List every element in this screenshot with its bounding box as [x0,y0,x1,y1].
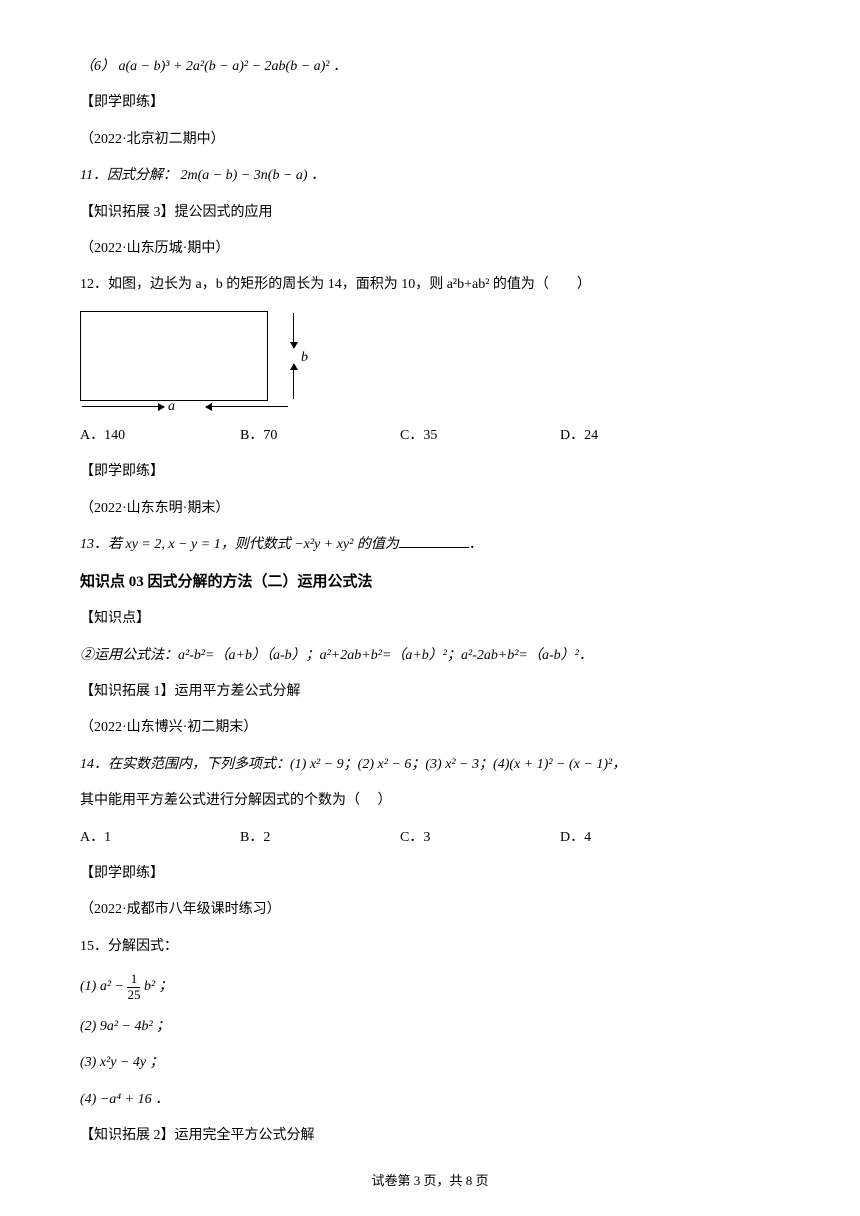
q14-option-c: C．3 [400,827,560,849]
q15-part4: (4) −a⁴ + 16 ． [80,1089,780,1111]
heading-knowledge: 【知识点】 [80,608,780,630]
q12-source: （2022·山东历城·期中） [80,238,780,260]
q11-source: （2022·北京初二期中） [80,129,780,151]
q12-options: A．140 B．70 C．35 D．24 [80,425,780,447]
heading-practice: 【即学即练】 [80,92,780,114]
figure-label-a: a [168,396,175,418]
q14-text-pre: 14．在实数范围内，下列多项式：(1) x² − 9；(2) x² − 6；(3… [80,754,780,776]
q12-option-d: D．24 [560,425,720,447]
q14-option-b: B．2 [240,827,400,849]
figure-label-b: b [301,347,308,369]
q14-text-post: 其中能用平方差公式进行分解因式的个数为（ ） [80,790,780,812]
heading-ext2: 【知识拓展 2】运用完全平方公式分解 [80,1125,780,1147]
q13-source: （2022·山东东明·期末） [80,498,780,520]
q12-option-b: B．70 [240,425,400,447]
fill-blank [399,534,469,548]
page-footer: 试卷第 3 页，共 8 页 [80,1171,780,1192]
knowledge-point-03: 知识点 03 因式分解的方法（二）运用公式法 [80,570,780,594]
q15-part3: (3) x²y − 4y ； [80,1052,780,1074]
q14-option-a: A．1 [80,827,240,849]
q15-part2: (2) 9a² − 4b² ； [80,1016,780,1038]
q15-part1: (1) a² − 125 b² ； [80,972,780,1002]
heading-practice-3: 【即学即练】 [80,863,780,885]
heading-practice-2: 【即学即练】 [80,461,780,483]
q14-source: （2022·山东博兴·初二期末） [80,717,780,739]
heading-ext3: 【知识拓展 3】提公因式的应用 [80,202,780,224]
q12-option-c: C．35 [400,425,560,447]
q15-source: （2022·成都市八年级课时练习） [80,899,780,921]
problem-6: （6） a(a − b)³ + 2a²(b − a)² − 2ab(b − a)… [80,56,780,78]
knowledge-body: ②运用公式法：a²-b²=（a+b）（a-b）；a²+2ab+b²=（a+b）²… [80,645,780,667]
q12-option-a: A．140 [80,425,240,447]
q15-text: 15．分解因式： [80,936,780,958]
q11-text: 11．因式分解： 2m(a − b) − 3n(b − a) ． [80,165,780,187]
rectangle-figure: b a [80,311,290,401]
q12-text: 12．如图，边长为 a，b 的矩形的周长为 14，面积为 10，则 a²b+ab… [80,274,780,296]
q13-text: 13．若 xy = 2, x − y = 1，则代数式 −x²y + xy² 的… [80,534,780,556]
heading-ext1: 【知识拓展 1】运用平方差公式分解 [80,681,780,703]
q14-options: A．1 B．2 C．3 D．4 [80,827,780,849]
q14-option-d: D．4 [560,827,720,849]
